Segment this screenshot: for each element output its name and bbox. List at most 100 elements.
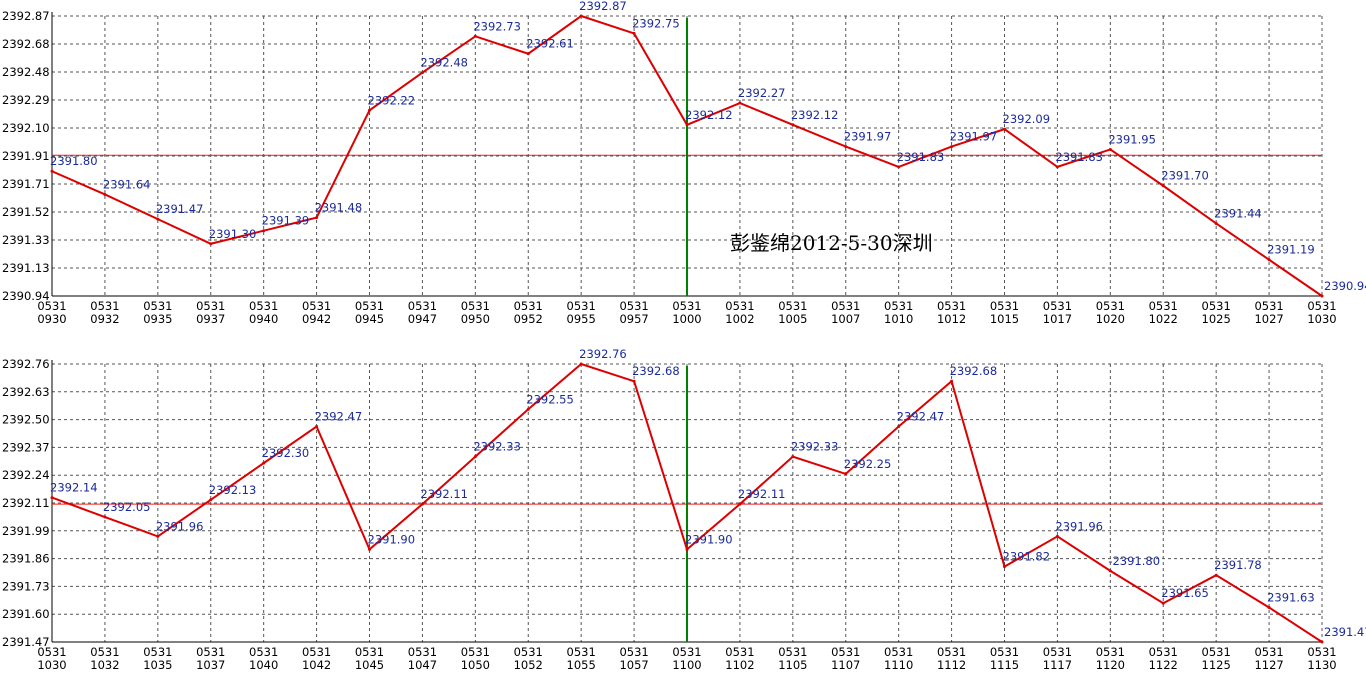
- y-tick-label: 2392.10: [2, 121, 50, 135]
- data-label: 2391.90: [685, 532, 733, 546]
- x-tick-label: 0531 1005: [778, 299, 807, 326]
- data-label: 2392.11: [420, 487, 468, 501]
- data-point: [1214, 573, 1218, 577]
- data-point: [1267, 606, 1271, 610]
- data-label: 2391.83: [1055, 150, 1103, 164]
- y-tick-label: 2392.29: [2, 93, 50, 107]
- x-tick-label: 0531 1107: [831, 645, 860, 672]
- data-label: 2392.13: [209, 483, 257, 497]
- data-point: [209, 498, 213, 502]
- data-label: 2391.64: [103, 177, 151, 191]
- data-label: 2391.47: [156, 202, 204, 216]
- x-tick-label: 0531 1130: [1307, 645, 1336, 672]
- x-tick-label: 0531 1047: [408, 645, 437, 672]
- data-point: [950, 379, 954, 383]
- data-point: [1108, 569, 1112, 573]
- data-point: [1108, 147, 1112, 151]
- y-tick-label: 2392.76: [2, 357, 50, 371]
- data-point: [368, 547, 371, 551]
- x-tick-label: 0531 1017: [1043, 299, 1072, 326]
- data-label: 2391.96: [156, 519, 204, 533]
- data-label: 2392.25: [844, 457, 892, 471]
- data-point: [1320, 294, 1324, 298]
- x-tick-label: 0531 1055: [567, 645, 596, 672]
- data-point: [897, 424, 901, 428]
- x-tick-label: 0531 1035: [143, 645, 172, 672]
- x-tick-label: 0531 1002: [725, 299, 754, 326]
- data-point: [1055, 165, 1059, 169]
- x-tick-label: 0531 0935: [143, 299, 172, 326]
- data-point: [791, 123, 795, 127]
- data-label: 2392.47: [315, 409, 363, 423]
- data-point: [632, 31, 636, 35]
- data-point: [1003, 127, 1006, 131]
- x-tick-label: 0531 1052: [514, 645, 543, 672]
- data-label: 2391.39: [262, 214, 310, 228]
- data-point: [156, 534, 160, 538]
- x-tick-label: 0531 0942: [302, 299, 331, 326]
- data-label: 2392.12: [685, 108, 733, 122]
- x-tick-label: 0531 1057: [619, 645, 648, 672]
- data-label: 2391.97: [950, 130, 998, 144]
- y-tick-label: 2391.91: [2, 149, 50, 163]
- y-tick-label: 2391.86: [2, 552, 50, 566]
- x-tick-label: 0531 1120: [1096, 645, 1125, 672]
- chart-panel-2: 2392.762392.632392.502392.372392.242392.…: [2, 347, 1366, 672]
- data-label: 2392.68: [950, 364, 998, 378]
- data-point: [209, 242, 213, 246]
- data-label: 2392.75: [632, 16, 680, 30]
- data-point: [473, 34, 477, 38]
- x-tick-label: 0531 1000: [672, 299, 701, 326]
- data-point: [844, 145, 848, 149]
- data-point: [473, 455, 477, 459]
- x-tick-label: 0531 1020: [1096, 299, 1125, 326]
- x-tick-label: 0531 1122: [1149, 645, 1178, 672]
- y-tick-label: 2392.48: [2, 65, 50, 79]
- x-tick-label: 0531 1030: [1307, 299, 1336, 326]
- data-point: [526, 407, 530, 411]
- data-point: [103, 192, 107, 196]
- data-point: [420, 502, 424, 506]
- data-point: [897, 165, 901, 169]
- y-tick-label: 2391.47: [2, 635, 50, 649]
- data-label: 2392.14: [50, 481, 98, 495]
- data-point: [315, 216, 319, 220]
- chart-annotation: 彭鉴绵2012-5-30深圳: [730, 231, 933, 255]
- data-label: 2391.63: [1267, 591, 1315, 605]
- y-tick-label: 2392.37: [2, 440, 50, 454]
- x-tick-label: 0531 1025: [1202, 299, 1231, 326]
- x-tick-label: 0531 1050: [461, 645, 490, 672]
- data-label: 2391.97: [844, 130, 892, 144]
- data-label: 2390.94: [1324, 279, 1366, 293]
- x-tick-label: 0531 0952: [514, 299, 543, 326]
- x-tick-label: 0531 0945: [355, 299, 384, 326]
- data-point: [1055, 534, 1059, 538]
- data-label: 2392.33: [473, 440, 521, 454]
- data-point: [50, 169, 54, 173]
- data-point: [1214, 221, 1218, 225]
- data-label: 2392.47: [897, 409, 945, 423]
- y-tick-label: 2392.68: [2, 37, 50, 51]
- data-point: [685, 123, 689, 127]
- y-tick-label: 2391.52: [2, 205, 50, 219]
- data-label: 2391.82: [1003, 550, 1051, 564]
- data-label: 2392.48: [420, 56, 468, 70]
- x-tick-label: 0531 0932: [90, 299, 119, 326]
- data-point: [950, 145, 954, 149]
- data-label: 2391.70: [1161, 169, 1209, 183]
- y-tick-label: 2391.99: [2, 524, 50, 538]
- x-tick-label: 0531 1007: [831, 299, 860, 326]
- x-tick-label: 0531 0937: [196, 299, 225, 326]
- data-label: 2392.73: [473, 19, 521, 33]
- data-point: [738, 502, 742, 506]
- data-point: [1267, 258, 1271, 262]
- x-tick-label: 0531 0957: [619, 299, 648, 326]
- x-tick-label: 0531 1112: [937, 645, 966, 672]
- y-tick-label: 2390.94: [2, 289, 50, 303]
- data-point: [262, 229, 266, 233]
- x-tick-label: 0531 1115: [990, 645, 1019, 672]
- data-label: 2391.47: [1324, 625, 1366, 639]
- x-tick-label: 0531 1125: [1202, 645, 1231, 672]
